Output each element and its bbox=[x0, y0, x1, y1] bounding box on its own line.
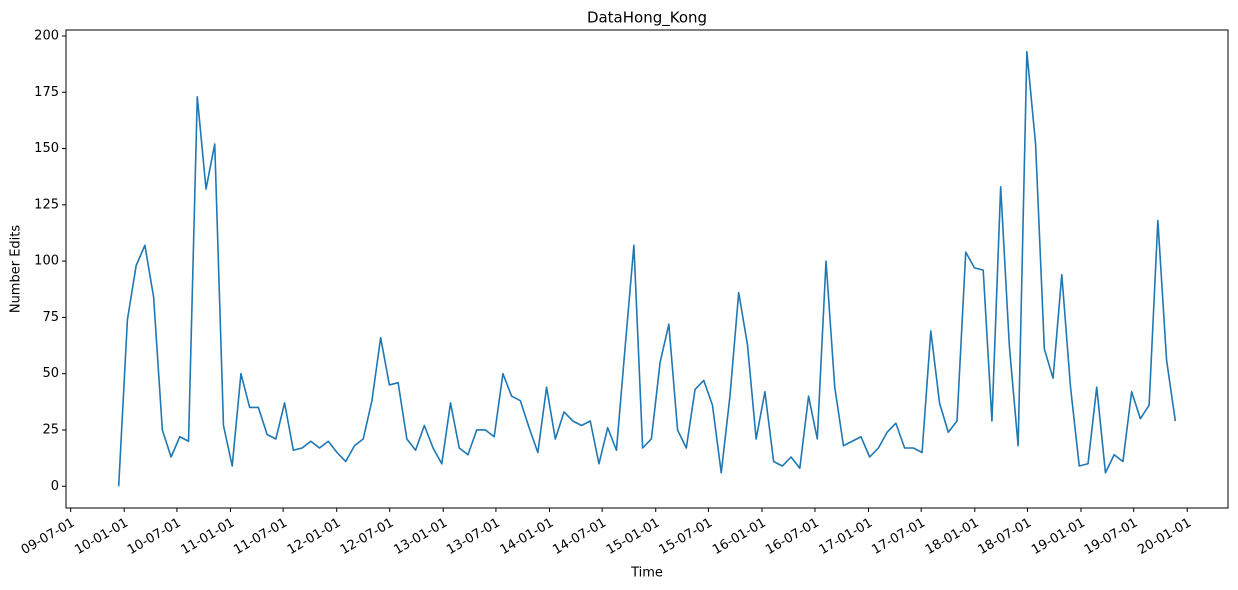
plot-frame bbox=[65, 29, 1229, 509]
y-tick-label: 100 bbox=[34, 254, 59, 269]
chart-title: DataHong_Kong bbox=[587, 9, 707, 28]
y-axis-label: Number Edits bbox=[9, 225, 24, 314]
y-tick-label: 175 bbox=[34, 85, 59, 100]
y-tick-label: 150 bbox=[34, 141, 59, 156]
y-tick-label: 75 bbox=[42, 310, 59, 325]
x-axis-label: Time bbox=[630, 566, 663, 581]
data-line bbox=[117, 50, 1177, 487]
y-tick-label: 25 bbox=[42, 422, 59, 437]
y-tick-label: 50 bbox=[42, 366, 59, 381]
y-tick-label: 0 bbox=[51, 479, 59, 494]
y-tick-label: 200 bbox=[34, 28, 59, 43]
y-tick-label: 125 bbox=[34, 197, 59, 212]
